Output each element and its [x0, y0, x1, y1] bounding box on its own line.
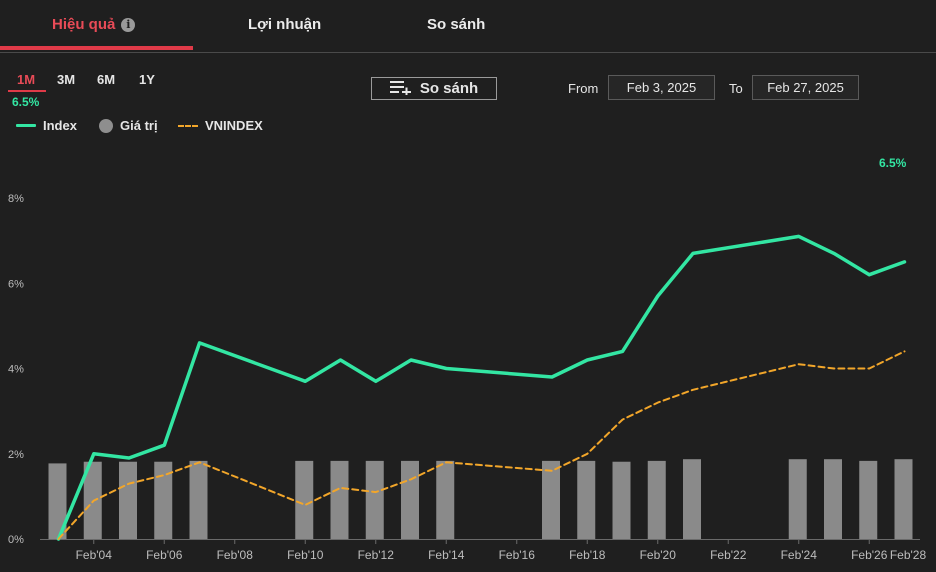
legend-value-swatch [99, 118, 113, 133]
compare-button[interactable]: So sánh [371, 77, 497, 100]
value-bar [48, 463, 67, 539]
range-3m-button[interactable]: 3M [57, 72, 76, 87]
index-series-line [56, 234, 907, 541]
tab-performance[interactable]: Hiệu quả i [52, 16, 136, 33]
range-1y-button[interactable]: 1Y [139, 72, 155, 87]
tab-performance-label: Hiệu quả [52, 16, 116, 33]
value-bar [154, 461, 173, 539]
legend-value-label: Giá trị [120, 118, 158, 133]
value-bar [612, 461, 631, 539]
value-bar [683, 459, 701, 539]
value-bar [577, 460, 596, 539]
tab-compare[interactable]: So sánh [427, 16, 486, 33]
x-tick-label: Feb'16 [499, 548, 536, 562]
value-bar [436, 460, 455, 539]
value-bar [859, 460, 878, 539]
legend-value[interactable]: Giá trị [99, 118, 158, 133]
x-tick-label: Feb'20 [640, 548, 677, 562]
from-label: From [568, 81, 599, 96]
y-tick-label: 2% [8, 449, 24, 461]
range-6m-button[interactable]: 6M [97, 72, 116, 87]
value-bar [542, 460, 560, 539]
x-tick-label: Feb'12 [358, 548, 395, 562]
value-bar [401, 460, 419, 539]
x-tick-label: Feb'06 [146, 548, 183, 562]
value-bar [365, 460, 384, 539]
from-date-input[interactable]: Feb 3, 2025 [608, 75, 715, 100]
x-tick-label: Feb'18 [569, 548, 606, 562]
to-label: To [729, 81, 743, 96]
x-tick-label: Feb'04 [76, 548, 113, 562]
value-bar [647, 460, 666, 539]
add-list-icon [389, 79, 412, 99]
range-return-value: 6.5% [12, 95, 40, 109]
vnindex-series-line [57, 350, 906, 540]
y-tick-label: 8% [8, 193, 24, 205]
legend-index-label: Index [43, 118, 77, 133]
y-tick-label: 6% [8, 278, 24, 290]
active-tab-indicator [0, 46, 193, 50]
value-bar [788, 459, 807, 539]
x-tick-label: Feb'10 [287, 548, 324, 562]
value-bar [119, 461, 137, 539]
legend-index[interactable]: Index [16, 118, 77, 133]
value-bar [824, 459, 842, 539]
value-bar [189, 460, 208, 539]
range-1m-button[interactable]: 1M [17, 72, 36, 87]
y-tick-label: 0% [8, 534, 24, 546]
active-range-indicator [8, 90, 46, 92]
legend-vnindex-swatch [178, 124, 198, 127]
value-bar [894, 459, 913, 539]
to-date-input[interactable]: Feb 27, 2025 [752, 75, 859, 100]
last-value-label: 6.5% [879, 156, 907, 170]
legend-index-swatch [16, 124, 36, 127]
compare-button-label: So sánh [419, 80, 479, 97]
y-tick-label: 4% [8, 364, 24, 376]
x-tick-label: Feb'26 [851, 548, 888, 562]
x-tick-label: Feb'08 [217, 548, 254, 562]
tab-bar: Hiệu quả i Lợi nhuận So sánh [0, 0, 936, 53]
x-tick-label: Feb'14 [428, 548, 465, 562]
value-bar [295, 460, 314, 539]
legend-vnindex[interactable]: VNINDEX [178, 118, 263, 133]
legend-vnindex-label: VNINDEX [205, 118, 263, 133]
value-bar [330, 460, 349, 539]
x-tick-label: Feb'22 [710, 548, 747, 562]
x-tick-label: Feb'24 [781, 548, 818, 562]
tab-profit[interactable]: Lợi nhuận [248, 16, 322, 33]
x-tick-label: Feb'28 [890, 548, 927, 562]
info-icon[interactable]: i [121, 18, 136, 32]
